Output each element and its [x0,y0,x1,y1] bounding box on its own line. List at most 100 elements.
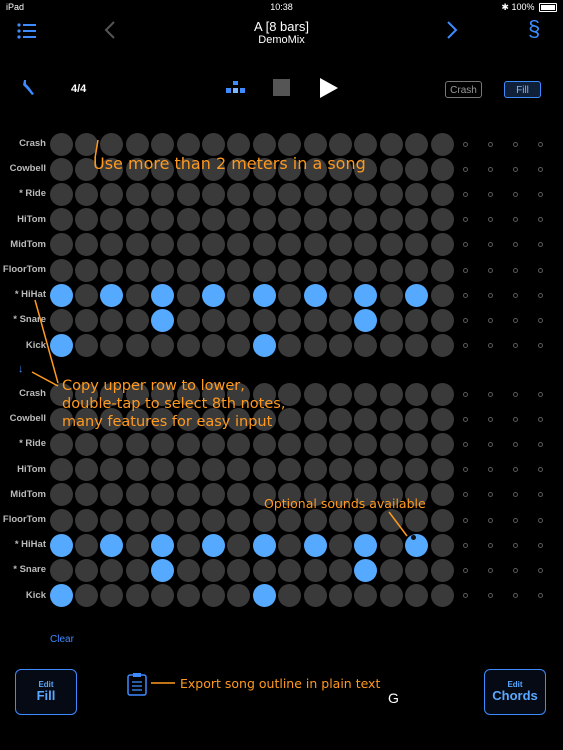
step-cell[interactable] [151,132,175,156]
step-cell[interactable] [74,208,98,232]
step-cell[interactable] [49,308,73,332]
step-cell[interactable] [430,182,454,206]
step-cell[interactable] [379,258,403,282]
step-cell[interactable] [252,157,276,181]
extra-step-dot[interactable] [512,567,518,573]
section-button[interactable]: § [528,16,541,41]
step-cell[interactable] [125,334,149,358]
extra-step-dot[interactable] [462,267,468,273]
row-label[interactable]: * Snare [13,314,46,326]
step-cell[interactable] [201,233,225,257]
step-cell[interactable] [125,233,149,257]
step-cell[interactable] [176,334,200,358]
settings-button[interactable] [20,78,36,101]
step-cell[interactable] [100,458,124,482]
step-cell[interactable] [74,233,98,257]
step-cell[interactable] [176,258,200,282]
step-cell[interactable] [49,458,73,482]
step-cell[interactable] [227,584,251,608]
step-cell[interactable] [328,558,352,582]
extra-step-dot[interactable] [487,467,493,473]
step-cell[interactable] [74,182,98,206]
step-cell[interactable] [125,258,149,282]
step-cell[interactable] [303,458,327,482]
step-cell-active[interactable] [49,533,73,557]
step-cell[interactable] [303,208,327,232]
step-cell[interactable] [176,157,200,181]
step-cell[interactable] [125,432,149,456]
extra-step-dot[interactable] [487,242,493,248]
step-cell[interactable] [278,382,302,406]
extra-step-dot[interactable] [462,467,468,473]
step-cell[interactable] [303,382,327,406]
step-cell[interactable] [430,432,454,456]
step-cell[interactable] [379,157,403,181]
step-cell[interactable] [354,258,378,282]
extra-step-dot[interactable] [487,217,493,223]
step-cell[interactable] [227,533,251,557]
extra-step-dot[interactable] [537,441,543,447]
step-cell-active[interactable] [252,283,276,307]
step-cell[interactable] [405,157,429,181]
step-cell[interactable] [430,233,454,257]
step-cell[interactable] [176,308,200,332]
extra-step-dot[interactable] [487,343,493,349]
step-cell[interactable] [100,182,124,206]
step-cell[interactable] [49,132,73,156]
extra-step-dot[interactable] [512,267,518,273]
step-cell[interactable] [278,508,302,532]
step-cell[interactable] [100,208,124,232]
step-cell[interactable] [176,584,200,608]
step-cell[interactable] [100,233,124,257]
extra-step-dot[interactable] [462,492,468,498]
step-cell[interactable] [49,233,73,257]
step-cell[interactable] [176,483,200,507]
extra-step-dot[interactable] [537,166,543,172]
step-cell-active[interactable] [49,334,73,358]
extra-step-dot[interactable] [487,391,493,397]
extra-step-dot[interactable] [512,391,518,397]
step-cell[interactable] [125,132,149,156]
extra-step-dot[interactable] [537,593,543,599]
extra-step-dot[interactable] [512,292,518,298]
step-cell[interactable] [278,407,302,431]
step-cell[interactable] [278,432,302,456]
step-cell[interactable] [354,407,378,431]
step-cell[interactable] [278,584,302,608]
extra-step-dot[interactable] [537,416,543,422]
step-cell-active[interactable] [252,584,276,608]
step-cell[interactable] [278,283,302,307]
step-cell[interactable] [125,157,149,181]
step-cell[interactable] [379,308,403,332]
step-cell[interactable] [379,182,403,206]
row-label[interactable]: Crash [19,388,46,399]
step-cell[interactable] [125,308,149,332]
step-cell[interactable] [303,483,327,507]
step-cell[interactable] [354,382,378,406]
step-cell[interactable] [100,258,124,282]
row-label[interactable]: HiTom [17,463,46,475]
extra-step-dot[interactable] [462,593,468,599]
step-cell[interactable] [49,182,73,206]
extra-step-dot[interactable] [462,567,468,573]
step-cell[interactable] [125,283,149,307]
step-cell-active[interactable] [100,283,124,307]
step-cell[interactable] [125,508,149,532]
step-cell[interactable] [405,208,429,232]
extra-step-dot[interactable] [462,242,468,248]
step-cell[interactable] [49,558,73,582]
step-cell[interactable] [100,584,124,608]
extra-step-dot[interactable] [512,492,518,498]
step-cell[interactable] [430,458,454,482]
step-cell[interactable] [176,283,200,307]
step-cell[interactable] [303,407,327,431]
row-label[interactable]: * HiHat [14,289,46,301]
step-cell-active[interactable] [354,308,378,332]
step-cell[interactable] [430,533,454,557]
extra-step-dot[interactable] [487,292,493,298]
step-cell[interactable] [303,132,327,156]
step-cell[interactable] [227,182,251,206]
step-cell[interactable] [227,258,251,282]
extra-step-dot[interactable] [512,542,518,548]
step-cell-active[interactable] [151,558,175,582]
